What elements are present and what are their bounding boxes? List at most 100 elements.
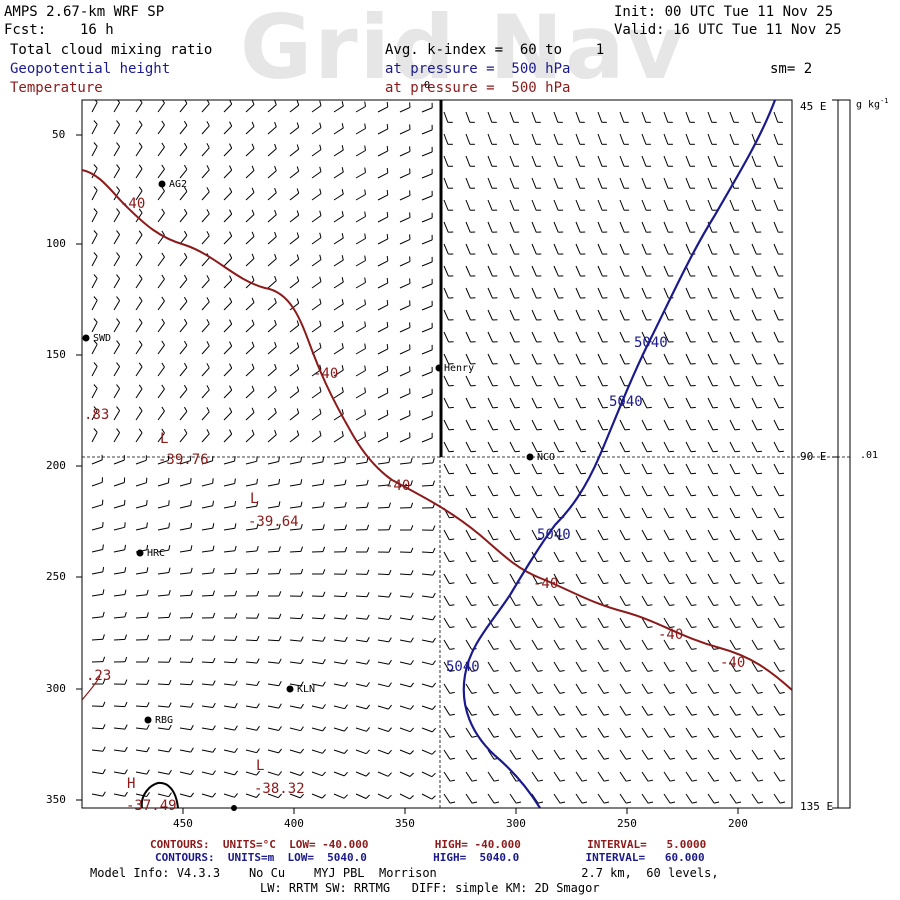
wind-barb-flag (388, 704, 392, 710)
wind-barb-flag (471, 691, 477, 694)
wind-barb-staff (685, 705, 693, 716)
wind-barb-staff (575, 595, 582, 606)
smoothing-label: sm= 2 (770, 61, 813, 77)
wind-barb-staff (135, 705, 148, 708)
wind-barb-staff (91, 190, 98, 201)
wind-barb-flag (212, 545, 215, 551)
wind-barb-staff (663, 177, 669, 189)
wind-barb-flag (168, 567, 171, 573)
wind-barb-flag (493, 648, 499, 650)
wind-barb-staff (201, 661, 214, 664)
wind-barb-staff (641, 243, 647, 255)
wind-barb-staff (531, 353, 538, 365)
wind-barb-flag (757, 735, 763, 738)
wind-barb-flag (712, 406, 718, 409)
wind-barb-flag (183, 428, 188, 434)
wind-barb-flag (251, 209, 255, 215)
wind-barb-flag (559, 757, 566, 760)
wind-barb-staff (663, 397, 670, 409)
wind-barb-staff (553, 661, 561, 672)
height-contour-5040 (462, 100, 777, 808)
wind-barb-staff (531, 243, 537, 255)
wind-barb-staff (421, 261, 433, 267)
wind-barb-flag (757, 560, 763, 563)
wind-barb-flag (102, 611, 105, 617)
wind-barb-staff (509, 331, 516, 343)
wind-barb-staff (223, 147, 233, 157)
wind-barb-staff (245, 793, 257, 798)
wind-barb-flag (319, 210, 322, 216)
wind-barb-staff (597, 199, 603, 211)
wind-barb-flag (183, 230, 188, 236)
wind-barb-staff (377, 793, 389, 800)
wind-barb-flag (386, 233, 389, 239)
wind-barb-staff (487, 133, 493, 145)
wind-barb-staff (377, 348, 389, 355)
wind-barb-flag (603, 757, 610, 760)
wind-barb-staff (597, 111, 603, 123)
wind-barb-flag (537, 670, 543, 672)
wind-barb-staff (333, 127, 344, 135)
wind-barb-staff (465, 265, 471, 277)
wind-barb-staff (707, 463, 714, 475)
wind-barb-staff (289, 793, 301, 799)
wind-barb-staff (333, 506, 345, 509)
wind-barb-staff (399, 705, 411, 710)
wind-barb-staff (157, 727, 169, 730)
wind-barb-flag (470, 428, 476, 431)
wind-barb-flag (234, 770, 239, 776)
wind-barb-flag (274, 100, 277, 105)
wind-barb-staff (421, 727, 433, 733)
wind-barb-staff (773, 573, 780, 584)
wind-barb-flag (300, 636, 304, 642)
wind-barb-staff (707, 155, 713, 167)
wind-barb-flag (410, 660, 414, 665)
wind-barb-staff (575, 111, 581, 123)
wind-barb-staff (685, 221, 691, 233)
wind-barb-flag (388, 547, 392, 553)
wind-barb-flag (559, 582, 565, 585)
wind-barb-flag (388, 479, 391, 486)
wind-barb-staff (685, 419, 692, 431)
wind-barb-staff (685, 353, 692, 365)
wind-barb-staff (333, 303, 344, 311)
wind-barb-flag (229, 143, 233, 149)
wind-barb-staff (157, 190, 165, 201)
wind-barb-flag (669, 713, 675, 716)
wind-barb-flag (691, 757, 698, 760)
edge-value: .83 (84, 407, 110, 423)
wind-barb-staff (663, 485, 670, 496)
wind-barb-flag (493, 626, 499, 628)
wind-barb-flag (229, 121, 233, 127)
wind-barb-staff (377, 462, 389, 465)
wind-barb-flag (234, 658, 238, 664)
wind-barb-staff (179, 301, 188, 311)
wind-barb-staff (201, 550, 213, 553)
wind-barb-staff (553, 397, 560, 409)
wind-barb-staff (399, 436, 411, 443)
wind-barb-flag (647, 713, 653, 716)
wind-barb-flag (669, 582, 675, 585)
wind-barb-flag (778, 406, 784, 409)
wind-barb-staff (91, 593, 103, 597)
wind-barb-staff (619, 463, 626, 475)
wind-barb-staff (707, 419, 714, 431)
wind-barb-flag (449, 757, 455, 760)
wind-barb-flag (256, 770, 260, 776)
wind-barb-flag (278, 703, 282, 709)
wind-barb-staff (267, 302, 277, 311)
wind-barb-flag (364, 145, 366, 151)
wind-barb-flag (537, 494, 543, 497)
wind-barb-staff (289, 639, 301, 642)
wind-barb-staff (355, 370, 366, 377)
wind-barb-flag (602, 428, 608, 431)
wind-barb-staff (91, 366, 98, 377)
wind-barb-staff (509, 111, 515, 123)
wind-barb-flag (102, 701, 106, 707)
wind-barb-staff (179, 367, 188, 377)
wind-barb-flag (449, 670, 455, 672)
wind-barb-staff (399, 348, 411, 355)
wind-barb-flag (278, 546, 281, 552)
wind-barb-staff (421, 484, 434, 487)
wind-barb-staff (553, 111, 559, 123)
